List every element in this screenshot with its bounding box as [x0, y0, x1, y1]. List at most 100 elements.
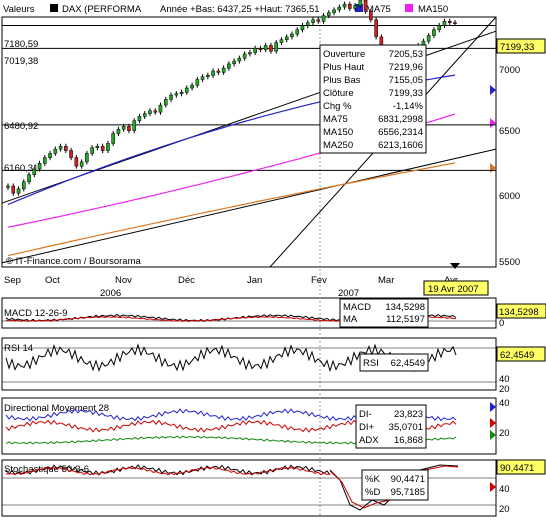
candle-body [106, 143, 110, 151]
level-label-1: 7180,59 [4, 39, 38, 50]
candle-body [263, 45, 268, 50]
tooltip-label: MA75 [323, 114, 348, 125]
candle-body [269, 45, 273, 52]
candle-body [200, 76, 205, 80]
candle-body [295, 29, 300, 35]
price-tooltip: Ouverture 7205,53 Plus Haut 7219,96 Plus Bas… [319, 44, 427, 154]
tooltip-box [355, 404, 427, 449]
stoch-badge-text: 90,4471 [500, 463, 534, 474]
candle-body [11, 185, 16, 194]
tooltip-value: 7219,96 [389, 62, 423, 73]
tooltip-value: -1,14% [393, 101, 424, 112]
candle-body [342, 3, 347, 8]
tooltip-value: 112,5197 [386, 314, 425, 325]
series-color-swatch [50, 4, 58, 12]
price-badge-text: 7199,33 [500, 42, 534, 53]
dm-y-tick: 40 [499, 398, 510, 409]
macd-panel-frame [1, 297, 497, 329]
tooltip-box [361, 469, 429, 501]
candle-body [258, 48, 263, 50]
candle-body [43, 157, 47, 164]
candle-body [190, 84, 194, 89]
candle-body [374, 19, 378, 38]
macd-y-tick: 0 [499, 318, 504, 329]
tooltip-label: %D [365, 487, 380, 498]
macd-label: MACD 12-26-9 [4, 308, 67, 319]
tooltip-label: DI- [359, 409, 372, 420]
price-y-tick: 5500 [499, 257, 520, 268]
stoch-d-line [329, 465, 459, 509]
tooltip-value: 7205,53 [389, 49, 423, 60]
candle-body [290, 33, 294, 38]
candle-body [358, 0, 363, 6]
candle-body [227, 63, 231, 69]
tooltip-value: 35,0701 [389, 422, 423, 433]
header-title: Valeurs [3, 4, 35, 15]
tooltip-label: ADX [359, 435, 379, 446]
candle-body [447, 21, 452, 23]
candle-body [100, 146, 105, 151]
tooltip-label: %K [365, 474, 380, 485]
stoch-panel-frame [1, 459, 497, 517]
tooltip-label: MA [343, 314, 358, 325]
tooltip-value: 90,4471 [391, 474, 425, 485]
ma150-legend-swatch [405, 4, 413, 12]
tooltip-value: 16,868 [394, 435, 423, 446]
stoch-badge-box [496, 459, 546, 475]
candle-body [242, 53, 247, 59]
stoch-y-tick: 40 [499, 484, 510, 495]
candle-body [64, 146, 68, 151]
di-minus-arrow-icon [490, 418, 496, 428]
ma75-legend-swatch [355, 4, 363, 12]
candle-body [348, 3, 352, 9]
di-plus-arrow-icon [490, 402, 496, 412]
x-tick-month: Fev [311, 275, 327, 286]
ma250-arrow-icon [490, 163, 496, 173]
stoch-d-arrow-icon [490, 482, 496, 492]
candle-body [116, 128, 121, 134]
price-y-axis: 7000 6500 6000 5500 [499, 65, 520, 268]
candle-body [53, 148, 58, 154]
candle-body [90, 147, 94, 154]
tooltip-value: 7155,05 [389, 75, 423, 86]
rsi-tooltip: RSI 62,4549 [359, 353, 429, 372]
tooltip-value: 6556,2314 [378, 127, 423, 138]
candle-body [179, 92, 184, 94]
candle-body [326, 12, 331, 16]
tooltip-label: MA150 [323, 127, 353, 138]
source-label: © IT-Finance.com / Boursorama [6, 256, 141, 267]
x-tick-month: Nov [115, 275, 132, 286]
stoch-label: Stochastique 50-3-6 [4, 464, 89, 475]
candle-body [279, 39, 284, 43]
candle-body [6, 185, 10, 188]
candle-body [142, 113, 147, 117]
candle-body [74, 157, 79, 167]
price-y-tick: 6500 [499, 126, 520, 137]
price-y-tick: 6000 [499, 191, 520, 202]
rsi-line [5, 343, 457, 373]
candle-body [32, 168, 37, 175]
candle-body [321, 15, 326, 22]
tooltip-label: RSI [363, 358, 379, 369]
tooltip-value: 62,4549 [391, 358, 425, 369]
candle-body [442, 21, 447, 26]
candle-body [216, 70, 221, 73]
candle-body [432, 29, 436, 36]
candle-body [95, 146, 100, 148]
x-tick-month: Mar [378, 275, 394, 286]
candle-body [27, 174, 31, 183]
candle-body [300, 25, 305, 31]
trend-line [1, 148, 497, 264]
candle-body [206, 74, 210, 77]
date-badge-text: 19 Avr 2007 [428, 284, 479, 295]
tooltip-box [339, 298, 429, 328]
candle-body [311, 19, 315, 23]
tooltip-label: DI+ [359, 422, 375, 433]
candle-body [211, 70, 215, 76]
ma150-arrow-icon [490, 118, 496, 128]
candle-body [363, 0, 368, 12]
price-badge-box [496, 38, 546, 54]
tooltip-value: 134,5298 [385, 302, 425, 313]
date-marker-icon [450, 263, 460, 269]
